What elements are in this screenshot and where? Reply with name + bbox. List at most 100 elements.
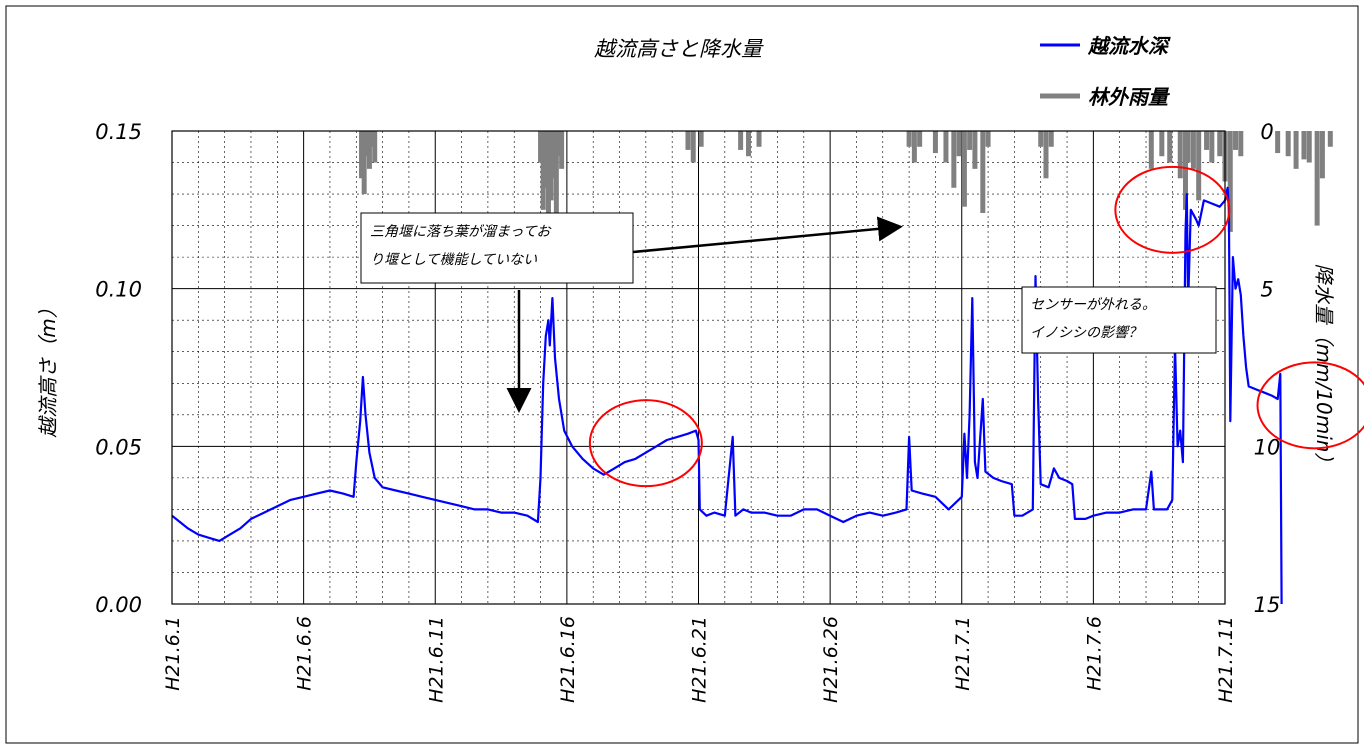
rain-bar [1204,131,1210,150]
rain-bar [1301,131,1307,160]
rain-bars [359,131,1333,242]
rain-bar [1217,131,1223,157]
y-axis-label-right: 降水量（mm/10min） [1312,264,1336,473]
grid [172,131,1225,604]
rain-bar [1183,131,1189,210]
rain-bar [1148,131,1154,169]
annotation-box-sensor [1021,286,1217,354]
highlight-circle [588,399,703,488]
rain-bar [698,131,704,147]
rain-bar [906,131,912,147]
rain-bar [746,131,752,157]
rain-bar [1293,131,1299,169]
annotations: 三角堰に落ち葉が溜まってお り堰として機能していない センサーが外れる。 イノシ… [360,212,1217,413]
x-tick-label: H21.6.21 [689,616,711,703]
rain-bar [1319,131,1325,179]
rain-bar [1233,131,1239,150]
left-tick-label: 0.15 [95,120,142,144]
rain-bar [369,131,375,147]
axes [171,130,1226,605]
rain-bar [1327,131,1333,147]
left-tick-label: 0.10 [95,278,142,302]
plot-area-border [171,130,1226,605]
rain-bar [538,131,544,163]
tick-labels: 0.00 0.05 0.10 0.15 0 5 10 15 H21.6.1 H21.6.6 H21.… [95,120,1280,703]
rain-bar [917,131,923,147]
annotation-sensor-line2: イノシシの影響？ [1030,325,1142,341]
rain-bar [366,131,372,169]
rain-bar [1209,131,1215,163]
rain-bar [738,131,744,150]
rain-bar [1038,131,1044,147]
depth-line [171,186,1283,605]
rain-bar [911,131,917,163]
rain-bar [685,131,691,150]
rain-bar [1167,131,1173,163]
annotation-leaves-line1: 三角堰に落ち葉が溜まってお [370,224,552,240]
annotation-sensor-line1: センサーが外れる。 [1030,297,1156,313]
chart-title: 越流高さと降水量 [594,37,764,61]
rain-bar [1275,131,1281,154]
rain-bar [1185,131,1191,163]
right-tick-label: 0 [1260,120,1273,144]
rain-bar [1043,131,1049,179]
rain-bar [961,131,967,207]
x-tick-label: H21.6.26 [820,616,842,703]
right-tick-label: 10 [1254,435,1281,459]
rain-bar [545,131,551,242]
rain-bar [559,131,565,169]
rain-bar [956,131,962,157]
rain-bar [756,131,762,147]
rain-bar [1177,131,1183,179]
rain-bar [359,131,365,179]
left-tick-label: 0.00 [95,593,142,617]
x-tick-label: H21.6.6 [294,616,316,691]
x-tick-label: H21.6.11 [425,616,447,703]
x-tick-label: H21.7.1 [952,616,974,691]
x-tick-label: H21.6.1 [162,616,184,691]
highlight-circle [1114,165,1231,254]
rain-bar [1314,131,1320,226]
rain-bar [1196,131,1202,201]
legend: 越流水深 林外雨量 [1040,34,1171,109]
annotation-leaves-line2: り堰として機能していない [370,252,537,268]
rain-bar [548,131,554,201]
rain-bar [972,131,978,169]
x-tick-label: H21.7.6 [1083,616,1105,691]
right-tick-label: 5 [1260,278,1273,302]
right-tick-label: 15 [1254,593,1281,617]
rain-bar [1285,131,1291,157]
rain-bar [361,131,367,195]
depth-series [171,186,1283,605]
rain-bar [932,131,938,154]
rain-bar [1159,131,1165,157]
rain-bar [556,131,562,157]
rain-bar [543,131,549,188]
rain-bar [967,131,973,150]
legend-label-depth: 越流水深 [1087,34,1171,58]
x-tick-label: H21.7.11 [1215,616,1237,703]
rain-bar [540,131,546,210]
rain-bar [1190,131,1196,169]
rain-bar [364,131,370,157]
y-axis-label-left: 越流高さ（m） [36,298,60,437]
legend-label-rain: 林外雨量 [1088,85,1171,109]
left-tick-label: 0.05 [95,435,142,459]
rain-bar [372,131,378,163]
arrow-to-circle-right [632,216,903,254]
circled-regions [588,165,1364,488]
rain-bar [690,131,696,163]
annotation-box-leaves [360,212,634,284]
rain-bar [943,131,949,163]
highlight-circle [1256,361,1364,450]
rain-bar [1227,131,1233,232]
rain-bar [551,131,557,179]
rain-bar [985,131,991,147]
x-tick-label: H21.6.16 [557,616,579,703]
rain-bar [1048,131,1054,147]
rain-bar [1238,131,1244,157]
rain-bar [951,131,957,188]
rain-bar [1306,131,1312,163]
